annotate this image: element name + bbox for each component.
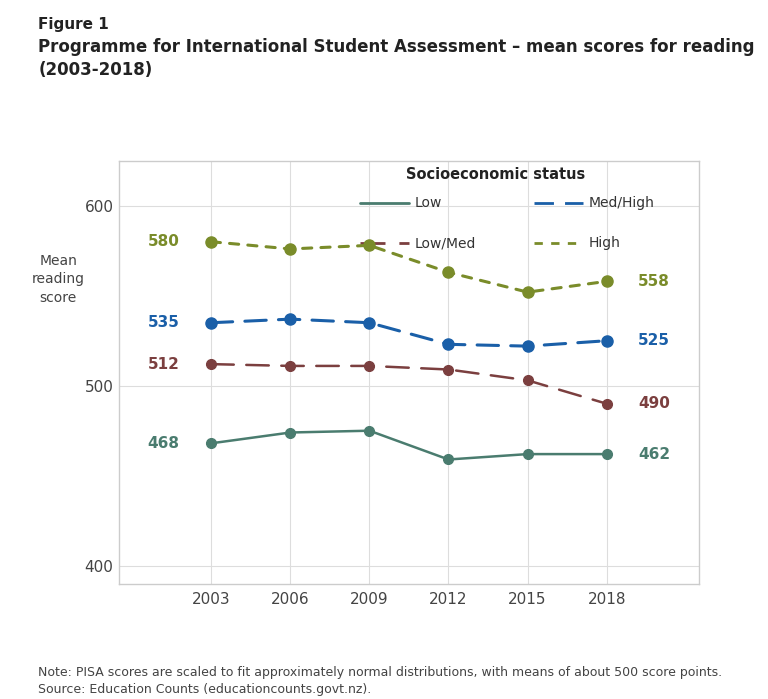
Text: Socioeconomic status: Socioeconomic status: [406, 167, 585, 182]
Text: Low/Med: Low/Med: [415, 236, 476, 250]
Text: 535: 535: [147, 315, 180, 330]
Text: 468: 468: [147, 435, 180, 451]
Text: 558: 558: [638, 274, 670, 289]
Text: 580: 580: [147, 234, 180, 250]
Text: Programme for International Student Assessment – mean scores for reading
(2003-2: Programme for International Student Asse…: [38, 38, 755, 80]
Text: Med/High: Med/High: [589, 196, 654, 210]
Text: 525: 525: [638, 333, 670, 348]
Text: Low: Low: [415, 196, 442, 210]
Text: 490: 490: [638, 396, 670, 411]
Text: Mean
reading
score: Mean reading score: [31, 254, 84, 305]
Text: Figure 1: Figure 1: [38, 17, 109, 32]
Text: 512: 512: [147, 356, 180, 372]
Text: 462: 462: [638, 447, 670, 461]
Text: Note: PISA scores are scaled to fit approximately normal distributions, with mea: Note: PISA scores are scaled to fit appr…: [38, 665, 723, 696]
Text: High: High: [589, 236, 621, 250]
